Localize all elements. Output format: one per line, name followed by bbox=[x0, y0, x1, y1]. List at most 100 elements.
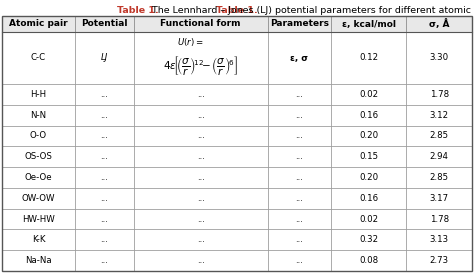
Text: ...: ... bbox=[100, 152, 108, 161]
Bar bbox=[267, 105, 331, 125]
Bar bbox=[331, 250, 406, 271]
Text: ...: ... bbox=[197, 111, 204, 120]
Text: Parameters: Parameters bbox=[270, 19, 329, 28]
Text: 1.78: 1.78 bbox=[429, 215, 449, 224]
Bar bbox=[2, 188, 75, 209]
Text: ...: ... bbox=[197, 152, 204, 161]
Bar bbox=[75, 146, 134, 167]
Bar bbox=[2, 16, 75, 32]
Bar bbox=[331, 209, 406, 229]
Text: $U(r) =$: $U(r) =$ bbox=[177, 36, 203, 48]
Bar bbox=[75, 167, 134, 188]
Text: 0.02: 0.02 bbox=[359, 215, 378, 224]
Bar bbox=[134, 209, 267, 229]
Bar bbox=[134, 105, 267, 125]
Text: ...: ... bbox=[295, 132, 303, 141]
Bar bbox=[2, 229, 75, 250]
Text: 1.78: 1.78 bbox=[429, 90, 449, 99]
Bar bbox=[406, 167, 472, 188]
Text: ...: ... bbox=[197, 132, 204, 141]
Text: Table 1.: Table 1. bbox=[216, 6, 258, 15]
Bar bbox=[406, 125, 472, 146]
Bar bbox=[2, 125, 75, 146]
Text: C-C: C-C bbox=[31, 53, 46, 62]
Text: ...: ... bbox=[100, 194, 108, 203]
Text: ...: ... bbox=[100, 235, 108, 244]
Bar bbox=[267, 125, 331, 146]
Text: Table 1.: Table 1. bbox=[117, 6, 159, 15]
Bar bbox=[267, 250, 331, 271]
Bar bbox=[2, 84, 75, 105]
Bar bbox=[406, 32, 472, 84]
Bar bbox=[134, 125, 267, 146]
Text: ...: ... bbox=[197, 215, 204, 224]
Bar bbox=[75, 84, 134, 105]
Text: ...: ... bbox=[295, 215, 303, 224]
Text: 2.73: 2.73 bbox=[429, 256, 449, 265]
Text: ...: ... bbox=[295, 111, 303, 120]
Bar bbox=[75, 209, 134, 229]
Bar bbox=[406, 188, 472, 209]
Bar bbox=[331, 146, 406, 167]
Text: O-O: O-O bbox=[30, 132, 47, 141]
Text: Functional form: Functional form bbox=[160, 19, 241, 28]
Text: ...: ... bbox=[295, 256, 303, 265]
Bar bbox=[406, 229, 472, 250]
Text: $4\varepsilon\!\left[\!\left(\dfrac{\sigma}{r}\right)^{\!12}\!\!-\!\left(\dfrac{: $4\varepsilon\!\left[\!\left(\dfrac{\sig… bbox=[163, 54, 238, 77]
Bar bbox=[331, 188, 406, 209]
Bar bbox=[75, 188, 134, 209]
Bar bbox=[134, 250, 267, 271]
Text: σ, Å: σ, Å bbox=[429, 19, 449, 29]
Text: ...: ... bbox=[100, 256, 108, 265]
Bar bbox=[267, 167, 331, 188]
Bar bbox=[2, 209, 75, 229]
Text: Potential: Potential bbox=[81, 19, 128, 28]
Bar bbox=[2, 146, 75, 167]
Text: 3.30: 3.30 bbox=[429, 53, 449, 62]
Text: ...: ... bbox=[295, 173, 303, 182]
Bar bbox=[134, 32, 267, 84]
Text: ...: ... bbox=[295, 90, 303, 99]
Bar bbox=[2, 32, 75, 84]
Text: 0.02: 0.02 bbox=[359, 90, 378, 99]
Text: 3.17: 3.17 bbox=[429, 194, 449, 203]
Text: Atomic pair: Atomic pair bbox=[9, 19, 68, 28]
Bar bbox=[331, 16, 406, 32]
Text: K-K: K-K bbox=[32, 235, 45, 244]
Bar bbox=[267, 229, 331, 250]
Bar bbox=[406, 209, 472, 229]
Text: 0.15: 0.15 bbox=[359, 152, 378, 161]
Text: 0.32: 0.32 bbox=[359, 235, 378, 244]
Bar bbox=[406, 84, 472, 105]
Text: 2.94: 2.94 bbox=[429, 152, 448, 161]
Bar bbox=[267, 16, 331, 32]
Text: 0.12: 0.12 bbox=[359, 53, 378, 62]
Bar bbox=[267, 84, 331, 105]
Bar bbox=[267, 32, 331, 84]
Bar bbox=[406, 105, 472, 125]
Bar bbox=[134, 16, 267, 32]
Text: N-N: N-N bbox=[30, 111, 46, 120]
Bar bbox=[2, 250, 75, 271]
Text: ...: ... bbox=[197, 256, 204, 265]
Text: 3.13: 3.13 bbox=[429, 235, 449, 244]
Text: H-H: H-H bbox=[30, 90, 46, 99]
Text: ...: ... bbox=[295, 194, 303, 203]
Text: ...: ... bbox=[197, 173, 204, 182]
Bar bbox=[406, 146, 472, 167]
Text: 0.20: 0.20 bbox=[359, 173, 378, 182]
Bar bbox=[134, 167, 267, 188]
Text: ...: ... bbox=[100, 90, 108, 99]
Bar bbox=[75, 229, 134, 250]
Text: ...: ... bbox=[295, 235, 303, 244]
Bar bbox=[75, 32, 134, 84]
Bar bbox=[75, 16, 134, 32]
Bar bbox=[2, 105, 75, 125]
Bar bbox=[331, 125, 406, 146]
Text: Oe-Oe: Oe-Oe bbox=[25, 173, 52, 182]
Bar bbox=[331, 229, 406, 250]
Text: Na-Na: Na-Na bbox=[25, 256, 52, 265]
Text: 0.16: 0.16 bbox=[359, 194, 378, 203]
Text: ...: ... bbox=[100, 215, 108, 224]
Text: LJ: LJ bbox=[100, 53, 108, 62]
